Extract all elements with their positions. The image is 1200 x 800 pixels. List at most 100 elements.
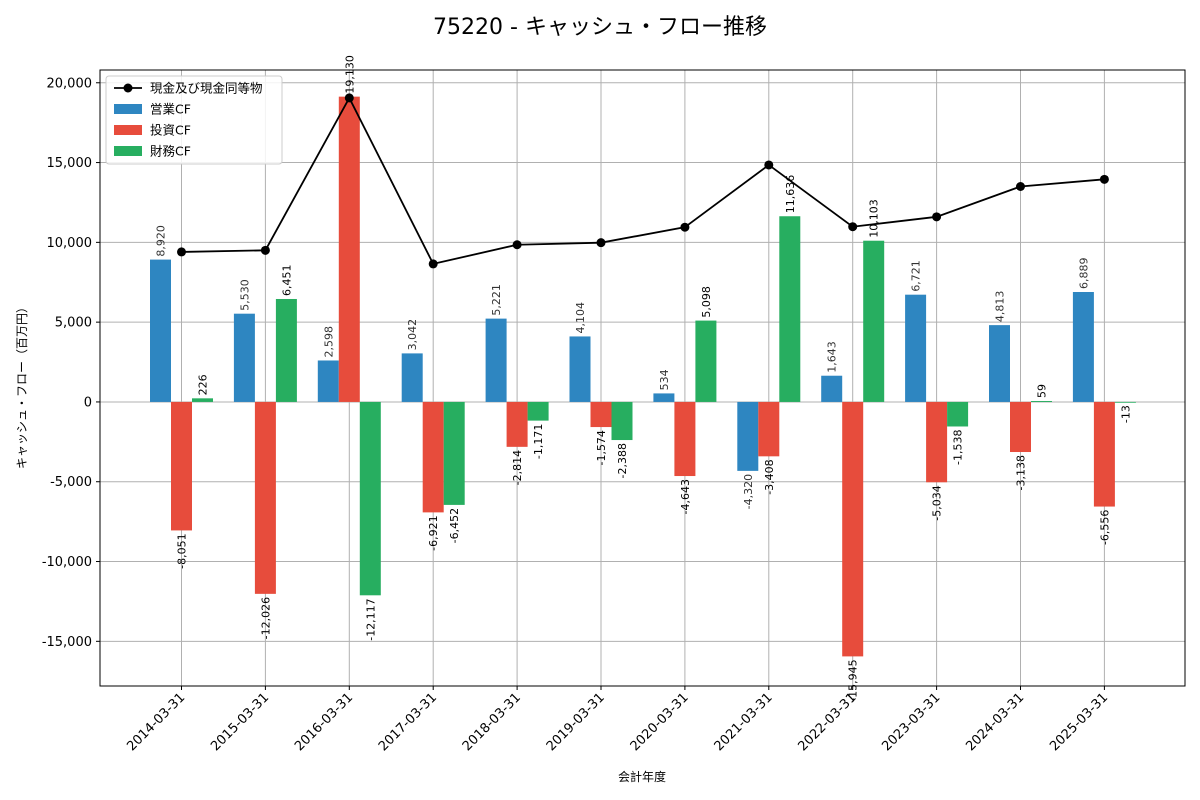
bar-2-9 — [947, 401, 969, 427]
data-label-2-11: -13 — [1119, 405, 1132, 423]
data-label-0-11: 6,889 — [1077, 257, 1090, 289]
data-label-2-0: 226 — [197, 374, 210, 395]
bar-0-9 — [905, 294, 927, 402]
data-label-2-7: 11,636 — [784, 175, 797, 214]
data-label-1-7: -3,408 — [763, 459, 776, 494]
y-tick-label: 0 — [84, 395, 92, 410]
bar-0-0 — [150, 259, 171, 402]
bar-0-7 — [737, 401, 759, 471]
data-label-0-8: 1,643 — [826, 341, 839, 373]
x-tick-label: 2016-03-31 — [292, 690, 356, 754]
data-label-1-10: -3,138 — [1015, 455, 1028, 490]
x-tick-label: 2023-03-31 — [879, 690, 943, 754]
legend-marker — [123, 83, 133, 93]
bar-0-3 — [401, 353, 423, 402]
cash-point-1 — [260, 245, 270, 255]
y-tick-label: -15,000 — [42, 635, 92, 650]
data-label-2-8: 10,103 — [868, 199, 881, 238]
cash-point-9 — [932, 212, 942, 222]
legend-label-1: 営業CF — [150, 102, 191, 117]
bar-1-8 — [842, 401, 864, 657]
data-label-2-3: -6,452 — [448, 508, 461, 543]
data-label-1-9: -5,034 — [931, 485, 944, 520]
data-labels: 8,920 5,530 2,598 3,042 5,221 4,104 534 -4,320 1… — [155, 55, 1133, 702]
bar-2-5 — [611, 401, 633, 441]
x-axis-label: 会計年度 — [618, 769, 666, 784]
cash-point-11 — [1099, 174, 1109, 184]
cash-point-2 — [344, 93, 354, 103]
x-axis: 2014-03-31 2015-03-31 2016-03-31 2017-03-31… — [124, 686, 1111, 754]
data-label-1-8: -15,945 — [847, 659, 860, 701]
bar-0-11 — [1072, 291, 1094, 402]
legend-swatch — [114, 104, 142, 114]
x-tick-label: 2025-03-31 — [1047, 690, 1111, 754]
data-label-1-2: 19,130 — [343, 55, 356, 94]
bar-1-5 — [590, 401, 612, 428]
bar-2-10 — [1031, 400, 1052, 402]
data-label-0-5: 4,104 — [574, 302, 587, 334]
data-label-0-9: 6,721 — [910, 260, 923, 292]
plot-frame — [99, 69, 1186, 687]
cash-point-8 — [848, 222, 858, 232]
bar-0-6 — [653, 393, 675, 402]
data-label-2-9: -1,538 — [952, 429, 965, 464]
bar-0-4 — [485, 318, 507, 402]
cash-line-series — [177, 93, 1109, 269]
data-label-0-3: 3,042 — [406, 319, 419, 351]
x-tick-label: 2018-03-31 — [460, 690, 524, 754]
y-tick-label: 15,000 — [47, 156, 93, 171]
bar-2-2 — [359, 401, 381, 596]
chart-title: 75220 - キャッシュ・フロー推移 — [433, 15, 767, 40]
y-tick-label: 5,000 — [55, 316, 92, 331]
bar-2-7 — [779, 216, 801, 402]
x-tick-label: 2022-03-31 — [795, 690, 859, 754]
x-tick-label: 2019-03-31 — [544, 690, 608, 754]
data-label-0-0: 8,920 — [155, 225, 168, 257]
bar-0-5 — [569, 336, 591, 402]
data-label-1-1: -12,026 — [259, 597, 272, 639]
data-label-1-6: -4,643 — [679, 479, 692, 514]
x-tick-label: 2020-03-31 — [628, 690, 692, 754]
legend-swatch — [114, 146, 142, 156]
data-label-1-0: -8,051 — [176, 533, 189, 568]
bar-1-9 — [926, 401, 948, 483]
cash-point-7 — [764, 160, 774, 170]
data-label-2-1: 6,451 — [280, 264, 293, 296]
bar-1-7 — [758, 401, 780, 457]
data-label-2-10: 59 — [1036, 384, 1049, 398]
data-label-1-3: -6,921 — [427, 515, 440, 550]
legend-label-3: 財務CF — [150, 144, 191, 159]
bar-series — [150, 96, 1136, 657]
legend-box — [105, 75, 283, 165]
bar-1-4 — [506, 401, 528, 447]
data-label-2-4: -1,171 — [532, 424, 545, 459]
bar-2-6 — [695, 320, 717, 402]
y-tick-label: 10,000 — [47, 236, 93, 251]
bar-2-3 — [443, 401, 465, 505]
x-tick-label: 2015-03-31 — [208, 690, 272, 754]
legend-label-0: 現金及び現金同等物 — [150, 81, 263, 96]
data-label-0-7: -4,320 — [742, 474, 755, 509]
data-label-1-11: -6,556 — [1098, 510, 1111, 545]
bar-1-2 — [338, 96, 360, 402]
cash-point-4 — [512, 240, 522, 250]
bar-0-1 — [233, 313, 255, 402]
bar-2-1 — [275, 298, 297, 402]
bar-2-4 — [527, 401, 549, 421]
bar-1-0 — [171, 401, 192, 531]
bar-1-3 — [422, 401, 444, 513]
cash-point-10 — [1016, 181, 1025, 191]
bar-0-2 — [317, 360, 339, 402]
legend-label-2: 投資CF — [150, 123, 191, 138]
cash-point-6 — [680, 222, 690, 232]
y-tick-label: -10,000 — [42, 555, 92, 570]
legend-swatch — [114, 125, 142, 135]
x-tick-label: 2017-03-31 — [376, 690, 440, 754]
bar-1-6 — [674, 401, 696, 477]
data-label-0-1: 5,530 — [238, 279, 251, 311]
cash-line — [181, 95, 1105, 265]
cash-point-0 — [177, 247, 186, 257]
data-label-0-10: 4,813 — [994, 291, 1007, 323]
